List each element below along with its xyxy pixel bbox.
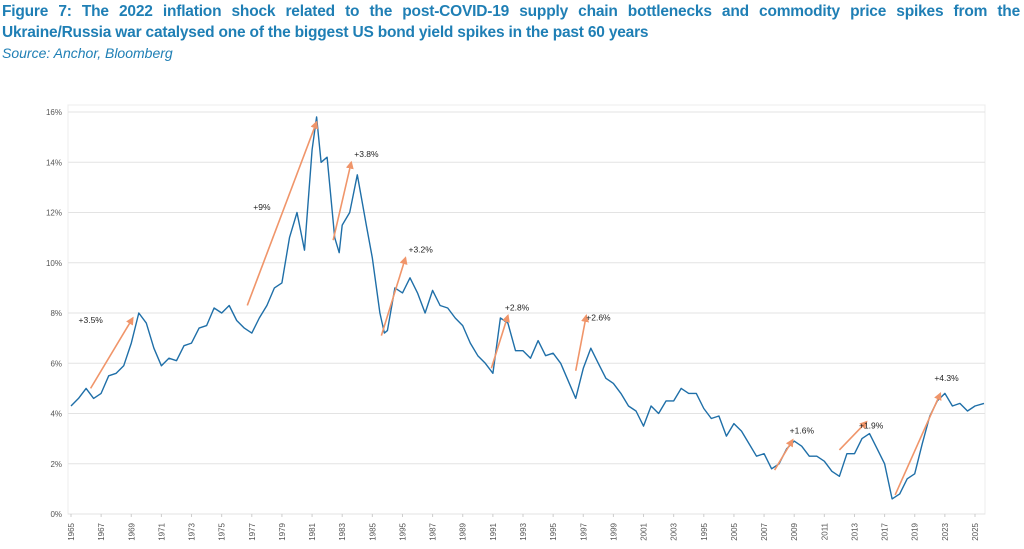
- x-tick-label: 2019: [911, 522, 920, 540]
- x-tick-label: 2009: [790, 522, 799, 540]
- x-tick-label: 1995: [398, 522, 407, 540]
- annotation-label: +9%: [253, 202, 271, 212]
- figure-title: Figure 7: The 2022 inflation shock relat…: [2, 3, 1020, 41]
- y-tick-label: 4%: [50, 410, 62, 419]
- annotation-arrow: [332, 160, 354, 241]
- x-tick-label: 1985: [368, 522, 377, 540]
- x-tick-label: 1975: [218, 522, 227, 540]
- x-tick-label: 2017: [881, 522, 890, 540]
- x-tick-label: 2007: [760, 522, 769, 540]
- x-tick-label: 1997: [579, 522, 588, 540]
- annotation-arrow: [838, 420, 868, 451]
- annotation-label: +2.6%: [586, 313, 611, 323]
- yield-series-line: [70, 116, 985, 500]
- y-tick-label: 2%: [50, 460, 62, 469]
- x-tick-label: 2001: [640, 522, 649, 540]
- figure-source: Source: Anchor, Bloomberg: [2, 45, 173, 61]
- x-tick-label: 1971: [157, 522, 166, 540]
- x-tick-label: 1979: [278, 522, 287, 540]
- annotation-arrow: [380, 256, 408, 336]
- x-tick-label: 1967: [97, 522, 106, 540]
- annotation-arrow: [773, 438, 794, 471]
- annotation-arrow: [89, 316, 134, 389]
- y-tick-label: 10%: [46, 259, 62, 268]
- x-tick-label: 1987: [429, 522, 438, 540]
- x-tick-label: 1999: [609, 522, 618, 540]
- x-tick-label: 2005: [730, 522, 739, 540]
- annotation-label: +3.8%: [354, 149, 379, 159]
- annotation-label: +4.3%: [934, 373, 959, 383]
- x-tick-label: 1973: [188, 522, 197, 540]
- x-tick-label: 1965: [67, 522, 76, 540]
- x-tick-label: 1991: [489, 522, 498, 540]
- annotation-label: +2.8%: [505, 302, 530, 312]
- x-tick-label: 1989: [459, 522, 468, 540]
- annotation-arrow: [894, 391, 942, 496]
- x-tick-label: 1995: [549, 522, 558, 540]
- annotation-label: +1.6%: [790, 426, 815, 436]
- x-tick-label: 2003: [670, 522, 679, 540]
- x-tick-label: 2023: [941, 522, 950, 540]
- y-tick-label: 16%: [46, 108, 62, 117]
- x-tick-label: 1995: [700, 522, 709, 540]
- x-tick-label: 2013: [850, 522, 859, 540]
- x-tick-label: 1977: [248, 522, 257, 540]
- y-tick-label: 14%: [46, 158, 62, 167]
- annotation-arrow: [574, 313, 590, 371]
- x-tick-label: 1969: [127, 522, 136, 540]
- annotation-label: +1.9%: [859, 421, 884, 431]
- x-tick-label: 2025: [971, 522, 980, 540]
- annotation-arrow: [246, 120, 319, 306]
- x-tick-label: 2011: [820, 522, 829, 540]
- y-tick-label: 12%: [46, 209, 62, 218]
- x-tick-label: 1983: [338, 522, 347, 540]
- annotation-arrow: [490, 313, 510, 369]
- x-tick-label: 1981: [308, 522, 317, 540]
- y-tick-label: 8%: [50, 309, 62, 318]
- x-tick-label: 1993: [519, 522, 528, 540]
- y-tick-label: 6%: [50, 359, 62, 368]
- annotation-label: +3.2%: [408, 245, 433, 255]
- annotation-label: +3.5%: [79, 315, 104, 325]
- y-tick-label: 0%: [50, 510, 62, 519]
